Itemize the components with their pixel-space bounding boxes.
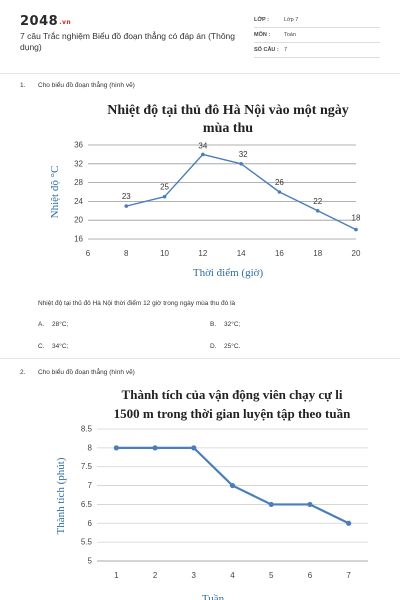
chart1-data-point <box>277 190 282 194</box>
chart1-data-label: 22 <box>313 197 322 206</box>
meta-subject-value: Toán <box>284 32 296 38</box>
meta-subject: MÔN : Toán <box>254 29 380 43</box>
chart2-data-point <box>191 445 197 451</box>
chart2-y-tick-label: 5.5 <box>81 538 93 547</box>
chart1-data-point <box>239 162 243 166</box>
chart1-x-tick-label: 10 <box>160 249 169 258</box>
chart2-x-tick-label: 4 <box>230 571 235 580</box>
chart2-x-axis-label: Tuần <box>202 593 225 600</box>
document-title: 7 câu Trắc nghiệm Biểu đồ đoạn thẳng có … <box>20 31 236 52</box>
question-separator <box>0 358 400 359</box>
chart2-y-tick-label: 6.5 <box>81 500 93 509</box>
chart1-x-tick-label: 14 <box>237 249 246 258</box>
chart1-data-label: 23 <box>122 192 131 201</box>
chart1-x-tick-label: 20 <box>352 249 361 258</box>
option-c-text: 34°C; <box>52 343 69 350</box>
chart1-y-axis-label: Nhiệt độ °C <box>49 166 61 219</box>
option-c-letter: C. <box>38 343 45 350</box>
option-a-letter: A. <box>38 321 45 328</box>
chart1-x-tick-label: 8 <box>124 249 129 258</box>
option-c[interactable]: C. 34°C; <box>38 343 68 350</box>
chart1-data-label: 34 <box>198 141 207 150</box>
chart2-x-tick-label: 5 <box>269 571 274 580</box>
chart1-y-tick-label: 36 <box>74 141 83 150</box>
option-d-letter: D. <box>210 343 217 350</box>
site-logo[interactable]: 2048.vn <box>20 14 71 29</box>
chart1-data-label: 18 <box>352 214 361 223</box>
chart2-data-point <box>152 445 158 451</box>
chart1-data-label: 32 <box>239 150 248 159</box>
option-b-text: 32°C; <box>224 321 241 328</box>
chart2-x-tick-label: 6 <box>308 571 313 580</box>
chart2-x-tick-label: 2 <box>153 571 158 580</box>
chart1-title-line-2: mùa thu <box>203 121 253 136</box>
temperature-line-chart: Nhiệt độ tại thủ đô Hà Nội vào một ngày m… <box>49 103 361 279</box>
option-a-text: 28°C; <box>52 321 69 328</box>
chart1-title-line-1: Nhiệt độ tại thủ đô Hà Nội vào một ngày <box>107 103 349 118</box>
chart2-y-axis-label: Thành tích (phút) <box>55 457 67 534</box>
question-1-text: Nhiệt độ tại thủ đô Hà Nội thời điểm 12 … <box>38 300 236 307</box>
chart1-data-label: 26 <box>275 178 284 187</box>
meta-count-value: 7 <box>284 47 288 53</box>
chart1-data-point <box>162 194 167 199</box>
chart2-data-point <box>229 482 236 489</box>
chart1-y-tick-label: 16 <box>74 235 83 244</box>
chart1-y-tick-label: 24 <box>74 197 83 206</box>
chart1-x-tick-label: 6 <box>86 249 91 258</box>
option-d-text: 25°C. <box>224 343 241 350</box>
chart2-data-point <box>307 501 313 508</box>
chart1-x-tick-label: 16 <box>275 249 284 258</box>
chart1-y-tick-label: 32 <box>74 159 83 168</box>
meta-class-label: LỚP : <box>254 17 269 23</box>
chart1-y-tick-label: 28 <box>74 178 83 187</box>
question-1-prompt: Cho biểu đồ đoạn thẳng (hình vẽ) <box>38 82 135 89</box>
chart2-y-tick-label: 5 <box>88 557 93 566</box>
meta-count-label: SỐ CÂU : <box>254 47 279 53</box>
chart1-data-point <box>354 227 358 232</box>
chart1-x-tick-label: 18 <box>313 249 322 258</box>
meta-class: LỚP : Lớp 7 <box>254 14 380 28</box>
option-a[interactable]: A. 28°C; <box>38 321 68 328</box>
meta-count: SỐ CÂU : 7 <box>254 44 380 58</box>
meta-subject-label: MÔN : <box>254 32 271 38</box>
chart2-title-line-2: 1500 m trong thời gian luyện tập theo tu… <box>114 406 351 421</box>
meta-class-value: Lớp 7 <box>284 17 299 23</box>
chart1-data-label: 25 <box>160 183 169 192</box>
chart1-data-point <box>201 152 205 157</box>
question-2-prompt: Cho biểu đồ đoạn thẳng (hình vẽ) <box>38 369 135 376</box>
question-1-number: 1. <box>20 82 26 89</box>
option-b-letter: B. <box>210 321 217 328</box>
chart1-x-tick-label: 12 <box>198 249 207 258</box>
chart2-y-tick-label: 8 <box>88 443 93 452</box>
chart2-x-tick-label: 7 <box>346 571 351 580</box>
option-d[interactable]: D. 25°C. <box>210 343 240 350</box>
chart2-title-line-1: Thành tích của vận động viên chạy cự li <box>122 387 343 402</box>
header-divider <box>0 73 400 74</box>
option-b[interactable]: B. 32°C; <box>210 321 240 328</box>
chart2-x-tick-label: 1 <box>114 571 119 580</box>
question-2-number: 2. <box>20 369 26 376</box>
chart2-data-point <box>113 445 119 451</box>
logo-tld: .vn <box>59 19 72 26</box>
chart1-series-line <box>126 153 357 231</box>
chart2-y-tick-label: 8.5 <box>81 425 93 434</box>
chart2-y-tick-label: 6 <box>88 519 93 528</box>
chart2-y-tick-label: 7.5 <box>81 462 93 471</box>
logo-text: 2048 <box>20 14 59 29</box>
chart2-data-point <box>346 520 352 526</box>
document-header: 2048.vn 7 câu Trắc nghiệm Biểu đồ đoạn t… <box>0 0 400 70</box>
chart1-data-point <box>315 209 320 213</box>
chart2-y-tick-label: 7 <box>88 481 93 490</box>
chart2-x-tick-label: 3 <box>192 571 197 580</box>
chart2-data-point <box>268 501 274 508</box>
running-performance-line-chart: Thành tích của vận động viên chạy cự li 1… <box>55 387 368 600</box>
chart1-y-tick-label: 20 <box>74 216 83 225</box>
chart1-data-point <box>124 204 129 208</box>
chart1-x-axis-label: Thời điểm (giờ) <box>193 267 264 279</box>
